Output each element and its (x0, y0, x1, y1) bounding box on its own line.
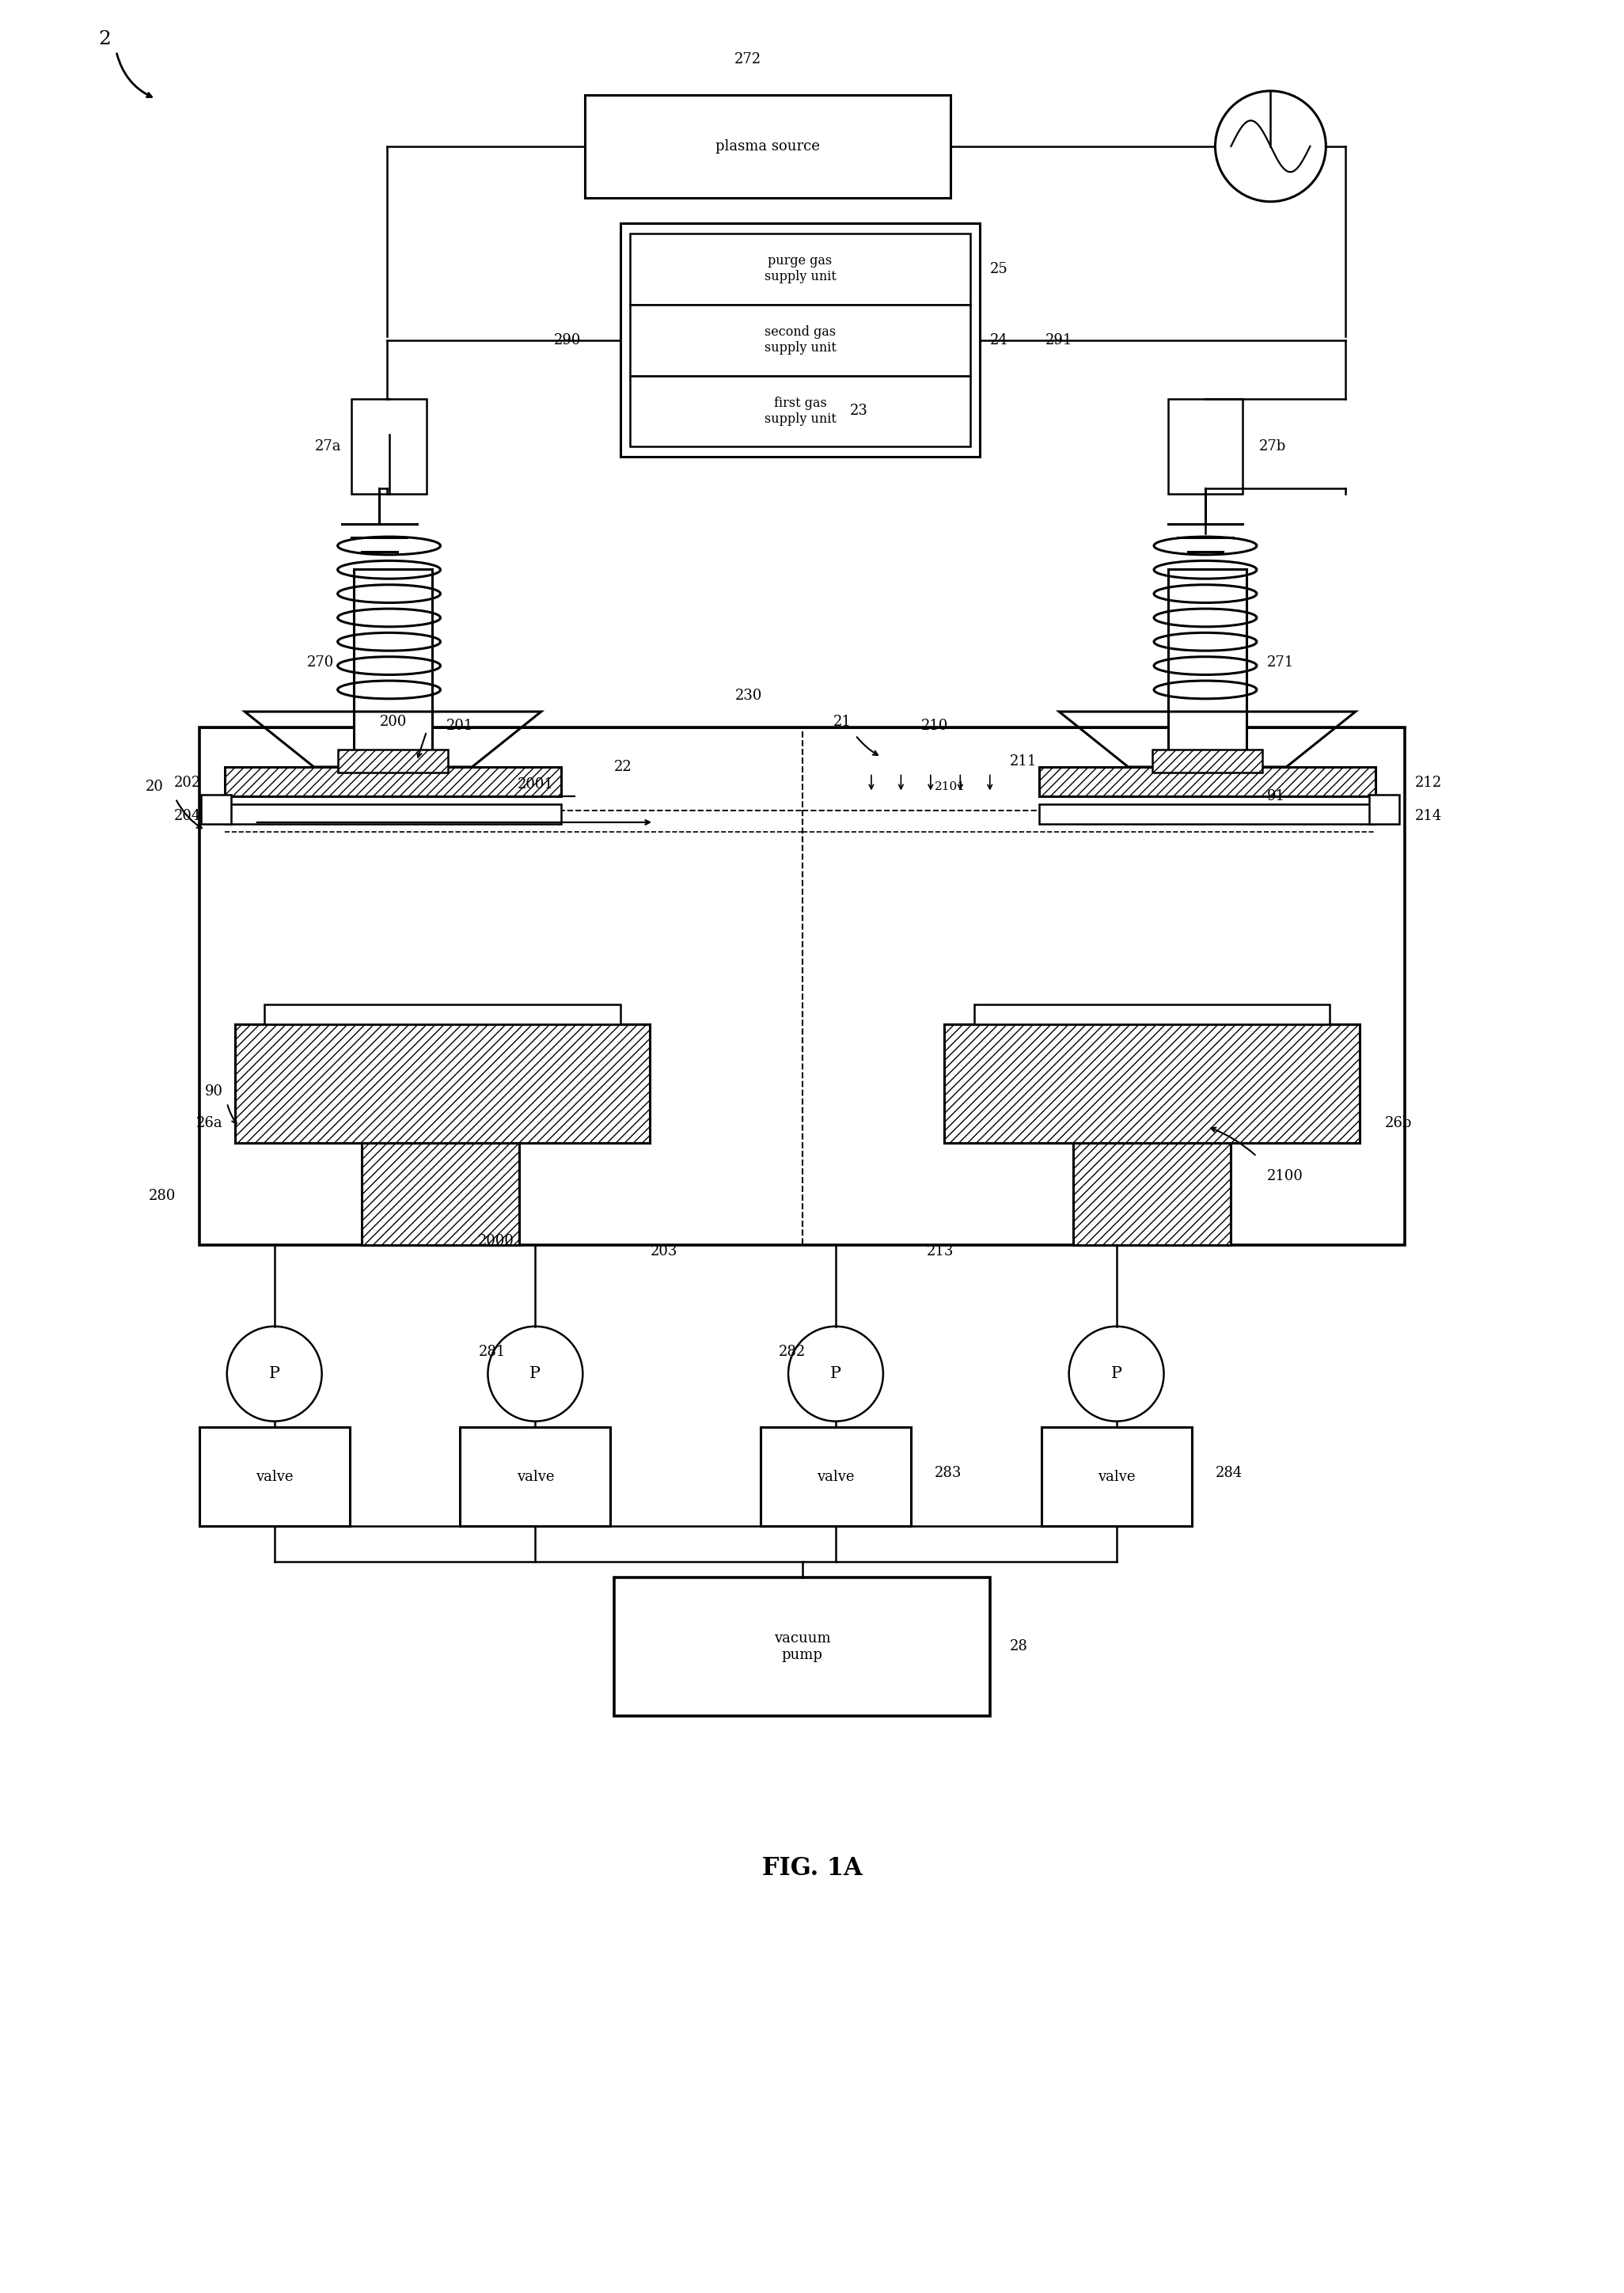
Bar (614, 1578, 991, 1715)
Text: 200: 200 (380, 715, 406, 729)
Text: 203: 203 (650, 1245, 677, 1259)
Text: 91: 91 (1267, 789, 1285, 805)
Text: 28: 28 (1010, 1639, 1028, 1653)
Bar (265, 1004, 620, 1025)
Text: 282: 282 (780, 1346, 806, 1360)
Text: 291: 291 (1046, 332, 1072, 346)
Bar (945, 1025, 1359, 1142)
Text: 25: 25 (991, 261, 1009, 275)
Text: 213: 213 (927, 1245, 953, 1259)
Text: 23: 23 (849, 404, 867, 417)
Bar (351, 399, 427, 495)
Text: 283: 283 (934, 1465, 961, 1479)
Bar (620, 222, 979, 456)
Text: 21: 21 (833, 715, 851, 729)
Text: 214: 214 (1415, 809, 1442, 823)
Text: 27b: 27b (1259, 440, 1286, 454)
Bar (630, 305, 970, 376)
Text: 26a: 26a (197, 1117, 222, 1130)
Text: valve: valve (516, 1470, 554, 1484)
Text: P: P (1111, 1367, 1122, 1380)
Bar (630, 234, 970, 305)
Text: 280: 280 (148, 1188, 175, 1204)
Text: 202: 202 (174, 775, 201, 789)
Bar (1041, 1426, 1192, 1527)
Text: first gas
supply unit: first gas supply unit (765, 397, 836, 426)
Text: 2001: 2001 (516, 777, 554, 791)
Text: 201: 201 (447, 718, 474, 731)
Bar (354, 569, 432, 757)
Text: 212: 212 (1415, 775, 1442, 789)
Text: 2000: 2000 (477, 1234, 513, 1247)
Bar (585, 94, 950, 197)
Bar (460, 1426, 611, 1527)
Text: 281: 281 (479, 1346, 505, 1360)
Bar (201, 796, 231, 823)
Bar (974, 1004, 1330, 1025)
Bar (338, 750, 448, 773)
Text: 27a: 27a (315, 440, 341, 454)
Text: second gas
supply unit: second gas supply unit (765, 326, 836, 355)
Bar (1151, 750, 1262, 773)
Text: vacuum
pump: vacuum pump (773, 1630, 830, 1662)
Bar (235, 1025, 650, 1142)
Text: 22: 22 (614, 759, 632, 775)
Text: 24: 24 (991, 332, 1009, 346)
Bar (630, 376, 970, 447)
Text: P: P (529, 1367, 541, 1380)
Bar (1168, 569, 1247, 757)
Text: FIG. 1A: FIG. 1A (762, 1855, 862, 1880)
Text: 26b: 26b (1385, 1117, 1413, 1130)
Text: 20: 20 (146, 780, 164, 793)
Text: 211: 211 (1010, 754, 1036, 768)
Bar (1039, 766, 1376, 796)
Text: 272: 272 (734, 53, 762, 66)
Bar (1369, 796, 1398, 823)
Bar (226, 805, 560, 823)
Text: plasma source: plasma source (715, 140, 820, 154)
Text: 210: 210 (921, 718, 948, 731)
Text: 2: 2 (97, 30, 110, 48)
Text: 270: 270 (307, 656, 333, 670)
Text: 204: 204 (174, 809, 201, 823)
Bar (200, 1426, 349, 1527)
Bar (760, 1426, 911, 1527)
Text: 230: 230 (736, 688, 763, 704)
Text: 2100: 2100 (1267, 1169, 1302, 1183)
Text: 284: 284 (1215, 1465, 1242, 1479)
Text: 290: 290 (554, 332, 581, 346)
Text: 90: 90 (205, 1085, 222, 1098)
Text: valve: valve (255, 1470, 294, 1484)
Bar (362, 1142, 520, 1245)
Text: 271: 271 (1267, 656, 1294, 670)
Bar (226, 766, 560, 796)
Text: valve: valve (1098, 1470, 1135, 1484)
Text: P: P (270, 1367, 279, 1380)
Text: valve: valve (817, 1470, 854, 1484)
Bar (200, 727, 1405, 1245)
Bar (1168, 399, 1242, 495)
Text: 2101: 2101 (935, 782, 966, 793)
Text: P: P (830, 1367, 841, 1380)
Bar (1073, 1142, 1231, 1245)
Text: purge gas
supply unit: purge gas supply unit (765, 255, 836, 284)
Bar (1039, 805, 1376, 823)
